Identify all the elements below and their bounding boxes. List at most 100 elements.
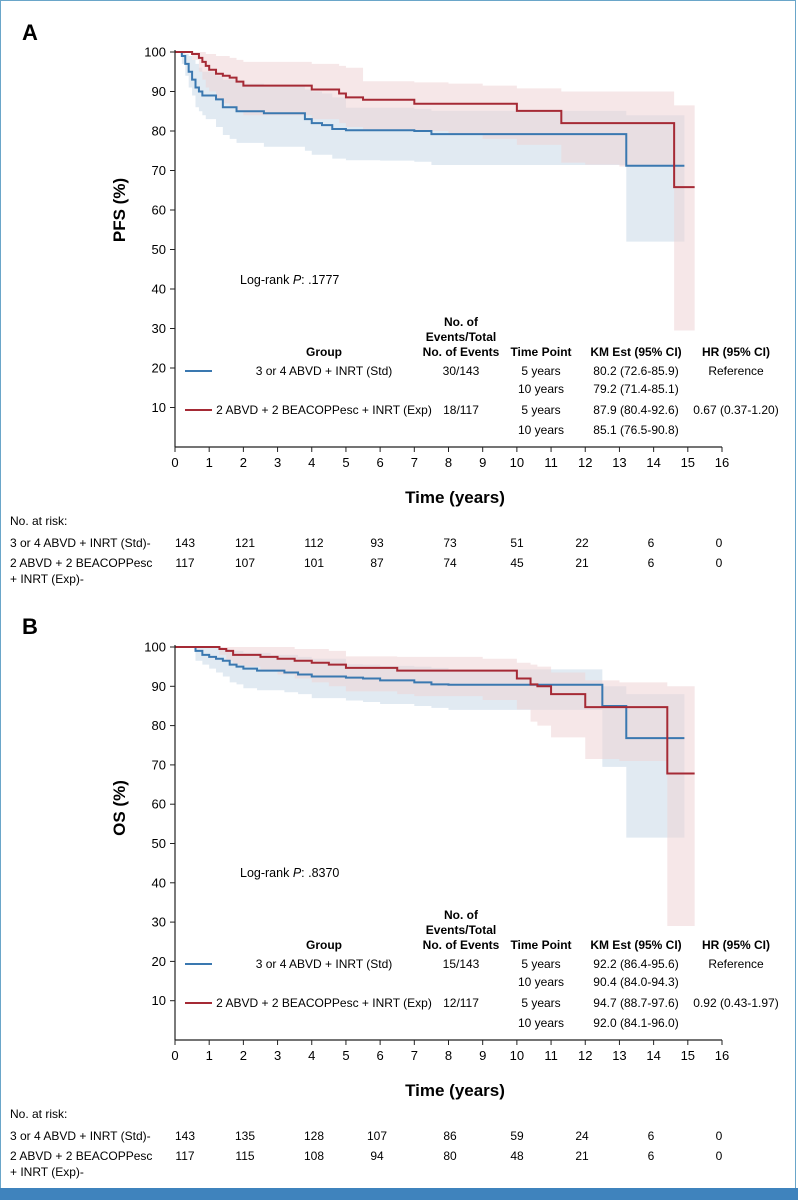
x-tick-label: 12 (578, 455, 592, 470)
risk-value: 6 (648, 556, 655, 570)
table-hr-exp: 0.67 (0.37-1.20) (693, 403, 778, 417)
risk-value: 48 (510, 1149, 524, 1163)
x-tick-label: 2 (240, 455, 247, 470)
x-tick-label: 13 (612, 1048, 626, 1063)
table-tp1-exp: 5 years (521, 996, 560, 1010)
risk-value: 117 (175, 1149, 194, 1163)
table-km1-std: 92.2 (86.4-95.6) (593, 957, 678, 971)
risk-value: 21 (575, 556, 589, 570)
risk-value: 93 (370, 536, 384, 550)
table-tp2-exp: 10 years (518, 423, 564, 437)
x-tick-label: 15 (681, 455, 695, 470)
x-axis-label: Time (years) (405, 488, 505, 507)
x-tick-label: 2 (240, 1048, 247, 1063)
y-tick-label: 80 (152, 718, 166, 733)
table-header-timepoint: Time Point (510, 345, 571, 359)
risk-value: 51 (510, 536, 524, 550)
x-tick-label: 10 (510, 1048, 524, 1063)
table-header-events-1: No. of (444, 315, 479, 329)
risk-value: 94 (370, 1149, 384, 1163)
y-tick-label: 40 (152, 875, 166, 890)
x-tick-label: 0 (171, 1048, 178, 1063)
risk-value: 6 (648, 1149, 655, 1163)
table-tp2-exp: 10 years (518, 1016, 564, 1030)
risk-value: 87 (370, 556, 384, 570)
table-hr-exp: 0.92 (0.43-1.97) (693, 996, 778, 1010)
table-tp2-std: 10 years (518, 382, 564, 396)
x-tick-label: 11 (544, 1048, 558, 1063)
risk-value: 22 (575, 536, 589, 550)
y-tick-label: 60 (152, 797, 166, 812)
risk-value: 21 (575, 1149, 589, 1163)
panel-b: B OS (%) Time (years) Log-rank P: .8370 … (10, 614, 779, 1179)
ci-band-exp (175, 52, 695, 331)
risk-value: 143 (175, 1129, 195, 1143)
x-tick-label: 1 (206, 1048, 213, 1063)
table-group-std: 3 or 4 ABVD + INRT (Std) (256, 957, 393, 971)
y-tick-label: 70 (152, 757, 166, 772)
plot-area (170, 50, 723, 452)
risk-value: 59 (510, 1129, 524, 1143)
logrank-text: Log-rank P: .1777 (240, 273, 339, 287)
y-tick-label: 30 (152, 915, 166, 930)
risk-value: 0 (716, 1149, 723, 1163)
risk-value: 107 (367, 1129, 387, 1143)
risk-label-std: 3 or 4 ABVD + INRT (Std)- (10, 536, 151, 550)
plot-area (170, 645, 723, 1045)
x-tick-label: 4 (308, 1048, 315, 1063)
x-tick-label: 1 (206, 455, 213, 470)
table-tp1-std: 5 years (521, 957, 560, 971)
x-tick-label: 3 (274, 455, 281, 470)
table-header-hr: HR (95% CI) (702, 938, 770, 952)
x-tick-label: 8 (445, 1048, 452, 1063)
table-km1-std: 80.2 (72.6-85.9) (593, 364, 678, 378)
bottom-band (0, 1188, 798, 1200)
x-tick-label: 14 (646, 1048, 660, 1063)
risk-value: 135 (235, 1129, 255, 1143)
table-events-std: 15/143 (443, 957, 480, 971)
x-tick-label: 13 (612, 455, 626, 470)
table-events-exp: 18/117 (443, 403, 479, 417)
y-tick-label: 50 (152, 242, 166, 257)
risk-value: 112 (304, 536, 323, 550)
x-tick-label: 11 (544, 455, 558, 470)
table-group-std: 3 or 4 ABVD + INRT (Std) (256, 364, 393, 378)
x-tick-label: 12 (578, 1048, 592, 1063)
x-tick-label: 15 (681, 1048, 695, 1063)
table-header-events-3: No. of Events (423, 938, 500, 952)
y-tick-label: 100 (144, 640, 166, 655)
table-km1-exp: 94.7 (88.7-97.6) (593, 996, 678, 1010)
table-km2-exp: 85.1 (76.5-90.8) (593, 423, 678, 437)
table-header-events-2: Events/Total (426, 923, 496, 937)
risk-value: 117 (175, 556, 194, 570)
risk-value: 121 (235, 536, 255, 550)
x-tick-label: 10 (510, 455, 524, 470)
x-tick-label: 9 (479, 1048, 486, 1063)
panel-label: B (22, 614, 38, 639)
table-hr-std: Reference (708, 364, 764, 378)
risk-value: 143 (175, 536, 195, 550)
risk-value: 107 (235, 556, 255, 570)
y-tick-label: 10 (152, 400, 166, 415)
risk-label-exp-2: + INRT (Exp)- (10, 1165, 84, 1179)
risk-value: 73 (443, 536, 457, 550)
x-tick-label: 5 (342, 455, 349, 470)
risk-value: 80 (443, 1149, 457, 1163)
risk-value: 115 (235, 1149, 254, 1163)
risk-title: No. at risk: (10, 514, 67, 528)
panel-label: A (22, 20, 38, 45)
y-tick-label: 60 (152, 203, 166, 218)
x-tick-label: 0 (171, 455, 178, 470)
x-tick-label: 9 (479, 455, 486, 470)
survival-line-std (175, 646, 685, 740)
survival-line-exp (175, 51, 695, 189)
table-group-exp: 2 ABVD + 2 BEACOPPesc + INRT (Exp) (216, 403, 432, 417)
risk-label-exp: 2 ABVD + 2 BEACOPPesc (10, 1149, 152, 1163)
survival-line-std (175, 51, 685, 167)
risk-value: 45 (510, 556, 524, 570)
table-tp2-std: 10 years (518, 975, 564, 989)
x-tick-label: 3 (274, 1048, 281, 1063)
risk-label-exp-2: + INRT (Exp)- (10, 572, 84, 586)
x-tick-label: 14 (646, 455, 660, 470)
